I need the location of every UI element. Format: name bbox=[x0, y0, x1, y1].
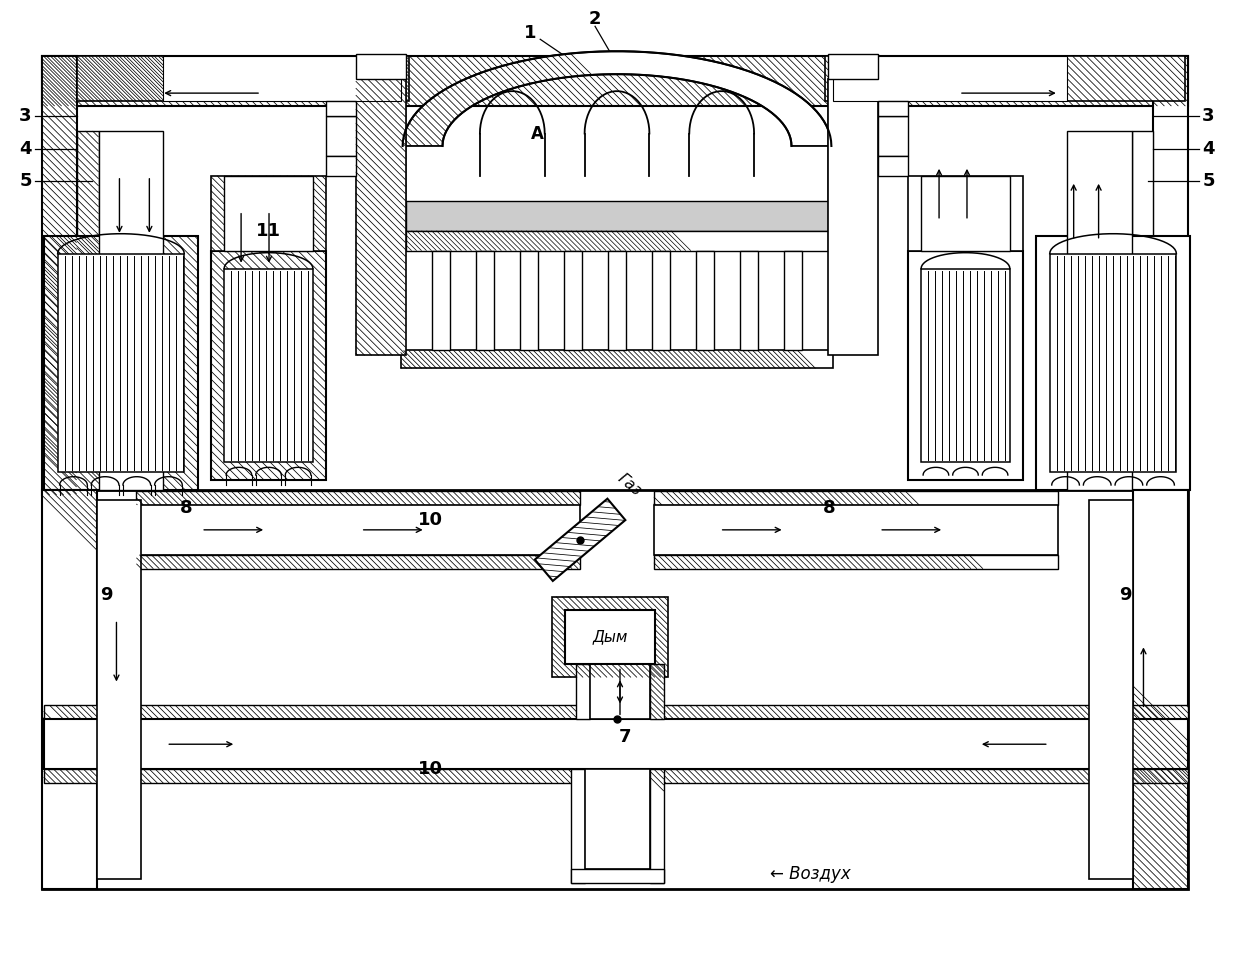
Polygon shape bbox=[402, 52, 832, 146]
Bar bbox=[654, 554, 1058, 569]
Polygon shape bbox=[397, 79, 406, 201]
Bar bbox=[785, 250, 802, 350]
Bar bbox=[42, 490, 1188, 889]
Bar bbox=[42, 490, 96, 889]
Text: 7: 7 bbox=[618, 728, 632, 747]
Bar bbox=[921, 269, 1009, 462]
Bar bbox=[908, 176, 1023, 250]
Bar bbox=[225, 269, 313, 462]
Bar bbox=[42, 56, 77, 495]
Bar bbox=[552, 597, 668, 678]
Bar bbox=[137, 491, 580, 505]
Bar bbox=[590, 664, 650, 719]
Bar bbox=[137, 505, 580, 554]
Bar bbox=[77, 56, 408, 101]
Text: Дым: Дым bbox=[592, 630, 628, 644]
Bar bbox=[908, 250, 1023, 480]
Bar bbox=[355, 79, 406, 356]
Text: 4: 4 bbox=[1202, 140, 1214, 158]
Text: 11: 11 bbox=[255, 222, 281, 240]
Text: 2: 2 bbox=[589, 11, 601, 29]
Bar bbox=[326, 101, 355, 116]
Bar bbox=[879, 156, 908, 176]
Bar bbox=[163, 56, 401, 101]
Bar bbox=[520, 250, 538, 350]
Bar bbox=[137, 554, 580, 569]
Bar bbox=[833, 56, 1066, 101]
Text: ← Воздух: ← Воздух bbox=[770, 865, 850, 882]
Bar bbox=[432, 250, 449, 350]
Bar bbox=[1050, 253, 1176, 472]
Bar bbox=[42, 56, 1188, 106]
Bar bbox=[534, 499, 626, 581]
Text: 7: 7 bbox=[959, 292, 971, 310]
Text: 8: 8 bbox=[823, 499, 835, 517]
Text: 8: 8 bbox=[180, 499, 193, 517]
Bar bbox=[1134, 490, 1188, 889]
Bar bbox=[654, 505, 1058, 554]
Bar bbox=[650, 770, 664, 882]
Text: 1: 1 bbox=[524, 24, 537, 42]
Text: 9: 9 bbox=[1119, 586, 1132, 603]
Bar bbox=[828, 79, 879, 356]
Bar bbox=[654, 491, 1058, 505]
Bar bbox=[476, 250, 494, 350]
Text: 6: 6 bbox=[115, 276, 127, 294]
Bar bbox=[1066, 131, 1132, 490]
Bar bbox=[921, 176, 1009, 250]
Bar bbox=[608, 250, 626, 350]
Bar bbox=[1088, 500, 1134, 879]
Polygon shape bbox=[828, 79, 837, 201]
Bar bbox=[879, 101, 908, 116]
Bar bbox=[1035, 236, 1191, 490]
Bar bbox=[225, 176, 313, 250]
Bar bbox=[650, 664, 664, 719]
Bar bbox=[401, 350, 833, 368]
Bar bbox=[564, 250, 582, 350]
Bar bbox=[565, 610, 655, 664]
Bar bbox=[326, 116, 355, 156]
Bar bbox=[43, 236, 199, 490]
Bar bbox=[1132, 131, 1154, 490]
Bar bbox=[58, 253, 184, 472]
Text: 6: 6 bbox=[1107, 276, 1119, 294]
Bar bbox=[211, 176, 326, 250]
Bar bbox=[696, 250, 714, 350]
Bar bbox=[355, 54, 406, 79]
Bar bbox=[43, 770, 1188, 783]
Text: 10: 10 bbox=[418, 760, 443, 778]
Bar bbox=[406, 201, 828, 230]
Text: 4: 4 bbox=[20, 140, 32, 158]
Text: 5: 5 bbox=[1202, 172, 1214, 190]
Bar bbox=[1154, 56, 1188, 495]
Bar bbox=[652, 250, 670, 350]
Text: 5: 5 bbox=[20, 172, 32, 190]
Bar bbox=[828, 54, 879, 79]
Bar bbox=[43, 719, 1188, 770]
Bar bbox=[571, 869, 664, 882]
Bar bbox=[585, 770, 650, 869]
Bar bbox=[96, 500, 142, 879]
Bar bbox=[211, 250, 326, 480]
Text: 3: 3 bbox=[20, 107, 32, 125]
Text: 3: 3 bbox=[1202, 107, 1214, 125]
Bar bbox=[576, 664, 590, 719]
Bar bbox=[826, 56, 1186, 101]
Bar bbox=[43, 706, 1188, 719]
Bar bbox=[326, 156, 355, 176]
Text: Газ: Газ bbox=[615, 471, 644, 499]
Bar bbox=[740, 250, 758, 350]
Text: 9: 9 bbox=[100, 586, 112, 603]
Text: А: А bbox=[531, 124, 544, 142]
Bar bbox=[99, 131, 163, 490]
Text: 10: 10 bbox=[418, 511, 443, 529]
Bar bbox=[879, 116, 908, 156]
Bar bbox=[571, 770, 585, 882]
Bar bbox=[77, 131, 99, 490]
Bar bbox=[406, 230, 828, 250]
Text: 7: 7 bbox=[263, 292, 275, 310]
